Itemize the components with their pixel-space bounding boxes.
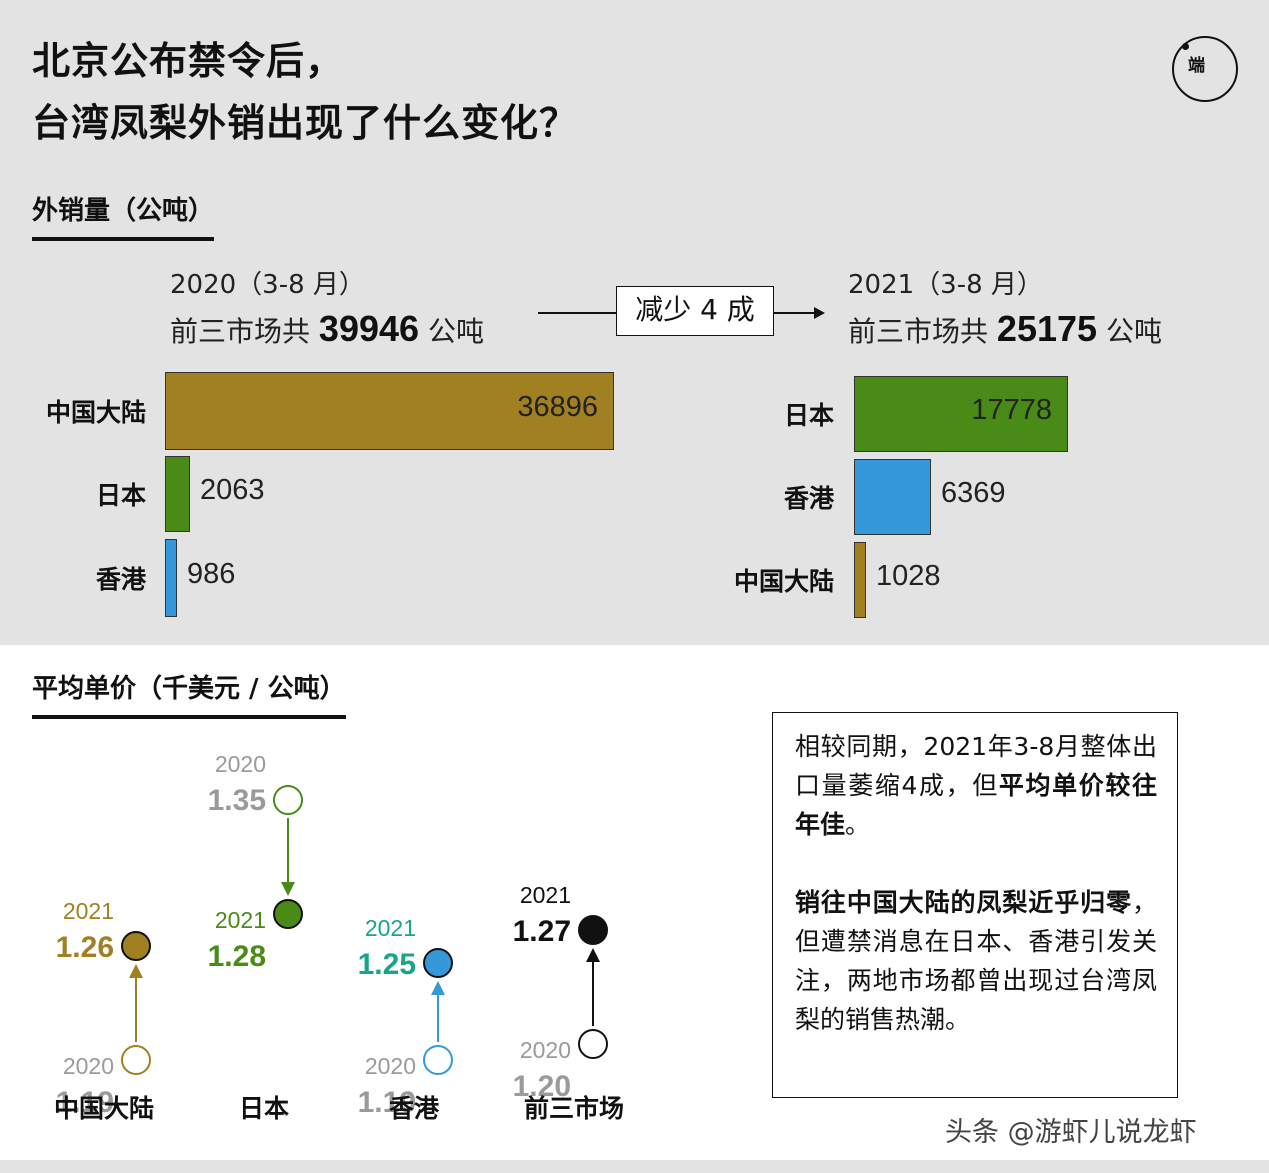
price-arrow-head-icon xyxy=(281,882,295,896)
left-bar xyxy=(165,372,614,450)
drop-label-box: 减少 4 成 xyxy=(616,286,774,336)
price-2020-value-label: 1.19 xyxy=(56,1086,114,1119)
price-2020-year-label: 2020 xyxy=(365,1053,416,1079)
logo-icon: 端 xyxy=(1172,36,1238,102)
watermark-text: 头条 @游虾儿说龙虾 xyxy=(945,1117,1197,1148)
note-p2-highlight: 销往中国大陆的凤梨近乎归零 xyxy=(795,888,1132,917)
price-2020-value-label: 1.20 xyxy=(513,1070,571,1103)
price-2021-year-label: 2021 xyxy=(215,907,266,933)
right-bar xyxy=(854,459,931,535)
logo-dot xyxy=(1182,43,1189,50)
right-bar-category-label: 日本 xyxy=(783,401,834,430)
price-2021-marker xyxy=(273,899,303,929)
right-bar-category-label: 中国大陆 xyxy=(733,567,834,596)
right-total-prefix: 前三市场共 xyxy=(848,315,989,348)
right-bar-value-label: 6369 xyxy=(941,477,1006,509)
left-bar-category-label: 中国大陆 xyxy=(45,398,146,427)
left-total-prefix: 前三市场共 xyxy=(170,315,311,348)
price-2021-year-label: 2021 xyxy=(520,882,571,908)
price-2020-value-label: 1.35 xyxy=(208,784,266,817)
drop-arrow-line-right xyxy=(774,312,814,314)
left-bar-value-label: 986 xyxy=(187,558,236,590)
logo-text: 端 xyxy=(1188,56,1205,76)
price-2020-marker xyxy=(423,1045,453,1075)
price-category-label: 中国大陆 xyxy=(54,1094,154,1123)
left-bar-value-label: 36896 xyxy=(517,391,598,423)
left-bar-value-label: 2063 xyxy=(200,474,265,506)
price-2021-value-label: 1.28 xyxy=(208,940,266,973)
price-2020-marker xyxy=(273,785,303,815)
left-bar-category-label: 日本 xyxy=(95,481,146,510)
note-paragraph-1: 相较同期，2021年3-8月整体出口量萎缩4成，但平均单价较往年佳。 xyxy=(795,727,1157,844)
left-total-value: 39946 xyxy=(318,308,420,349)
price-2021-value-label: 1.25 xyxy=(358,948,416,981)
price-category-label: 前三市场 xyxy=(524,1094,624,1123)
right-total: 前三市场共 25175 公吨 xyxy=(848,308,1162,350)
price-2021-marker xyxy=(121,931,151,961)
left-total-unit: 公吨 xyxy=(427,315,484,348)
volume-section-title: 外销量（公吨） xyxy=(32,190,215,241)
price-section-title: 平均单价（千美元 / 公吨） xyxy=(32,668,346,719)
price-2020-value-label: 1.19 xyxy=(358,1086,416,1119)
note-p1-highlight: 平均单价较往年佳 xyxy=(795,771,1157,839)
right-bar-value-label: 1028 xyxy=(876,560,941,592)
page-title: 北京公布禁令后， 台湾凤梨外销出现了什么变化？ xyxy=(32,30,578,154)
left-bar xyxy=(165,539,177,617)
drop-arrow-line-left xyxy=(538,312,616,314)
title-line-2: 台湾凤梨外销出现了什么变化？ xyxy=(32,101,579,145)
price-2021-value-label: 1.27 xyxy=(513,915,571,948)
price-arrow-head-icon xyxy=(431,981,445,995)
price-2020-marker xyxy=(578,1029,608,1059)
right-total-unit: 公吨 xyxy=(1105,315,1162,348)
price-2021-value-label: 1.26 xyxy=(56,931,114,964)
right-bar-category-label: 香港 xyxy=(783,484,834,513)
price-category-label: 日本 xyxy=(239,1094,289,1123)
price-2020-year-label: 2020 xyxy=(63,1053,114,1079)
price-category-label: 香港 xyxy=(389,1094,440,1123)
price-2021-marker xyxy=(578,915,608,945)
right-total-value: 25175 xyxy=(996,308,1098,349)
note-p2-text: ，但遭禁消息在日本、香港引发关注，两地市场都曾出现过台湾凤梨的销售热潮。 xyxy=(795,888,1157,1034)
note-p1-text: 相较同期，2021年3-8月整体出口量萎缩4成，但 xyxy=(795,732,1157,800)
left-total: 前三市场共 39946 公吨 xyxy=(170,308,484,350)
price-2021-year-label: 2021 xyxy=(365,915,416,941)
price-2020-year-label: 2020 xyxy=(520,1037,571,1063)
price-dot-chart: 2020 1.19 2021 1.26 中国大陆 2020 1.35 2021 1.28 日本 20… xyxy=(54,751,624,1123)
price-2020-year-label: 2020 xyxy=(215,751,266,777)
right-bar xyxy=(854,376,1068,452)
left-bar-category-label: 香港 xyxy=(95,565,146,594)
title-line-1: 北京公布禁令后， xyxy=(32,39,345,83)
price-arrow-head-icon xyxy=(129,964,143,978)
right-bar xyxy=(854,542,866,618)
note-box: 相较同期，2021年3-8月整体出口量萎缩4成，但平均单价较往年佳。 销往中国大… xyxy=(772,712,1178,1098)
price-2021-year-label: 2021 xyxy=(63,898,114,924)
note-p1-end: 。 xyxy=(845,810,871,839)
right-year-label: 2021（3-8 月） xyxy=(848,270,1043,300)
note-paragraph-2: 销往中国大陆的凤梨近乎归零，但遭禁消息在日本、香港引发关注，两地市场都曾出现过台… xyxy=(795,883,1157,1039)
right-bar-value-label: 17778 xyxy=(971,394,1052,426)
bottom-strip xyxy=(0,1160,1269,1173)
price-2020-marker xyxy=(121,1045,151,1075)
price-arrow-head-icon xyxy=(586,948,600,962)
drop-arrow-head-icon xyxy=(814,307,825,319)
price-2021-marker xyxy=(423,948,453,978)
left-year-label: 2020（3-8 月） xyxy=(170,270,365,300)
left-bar xyxy=(165,456,190,532)
